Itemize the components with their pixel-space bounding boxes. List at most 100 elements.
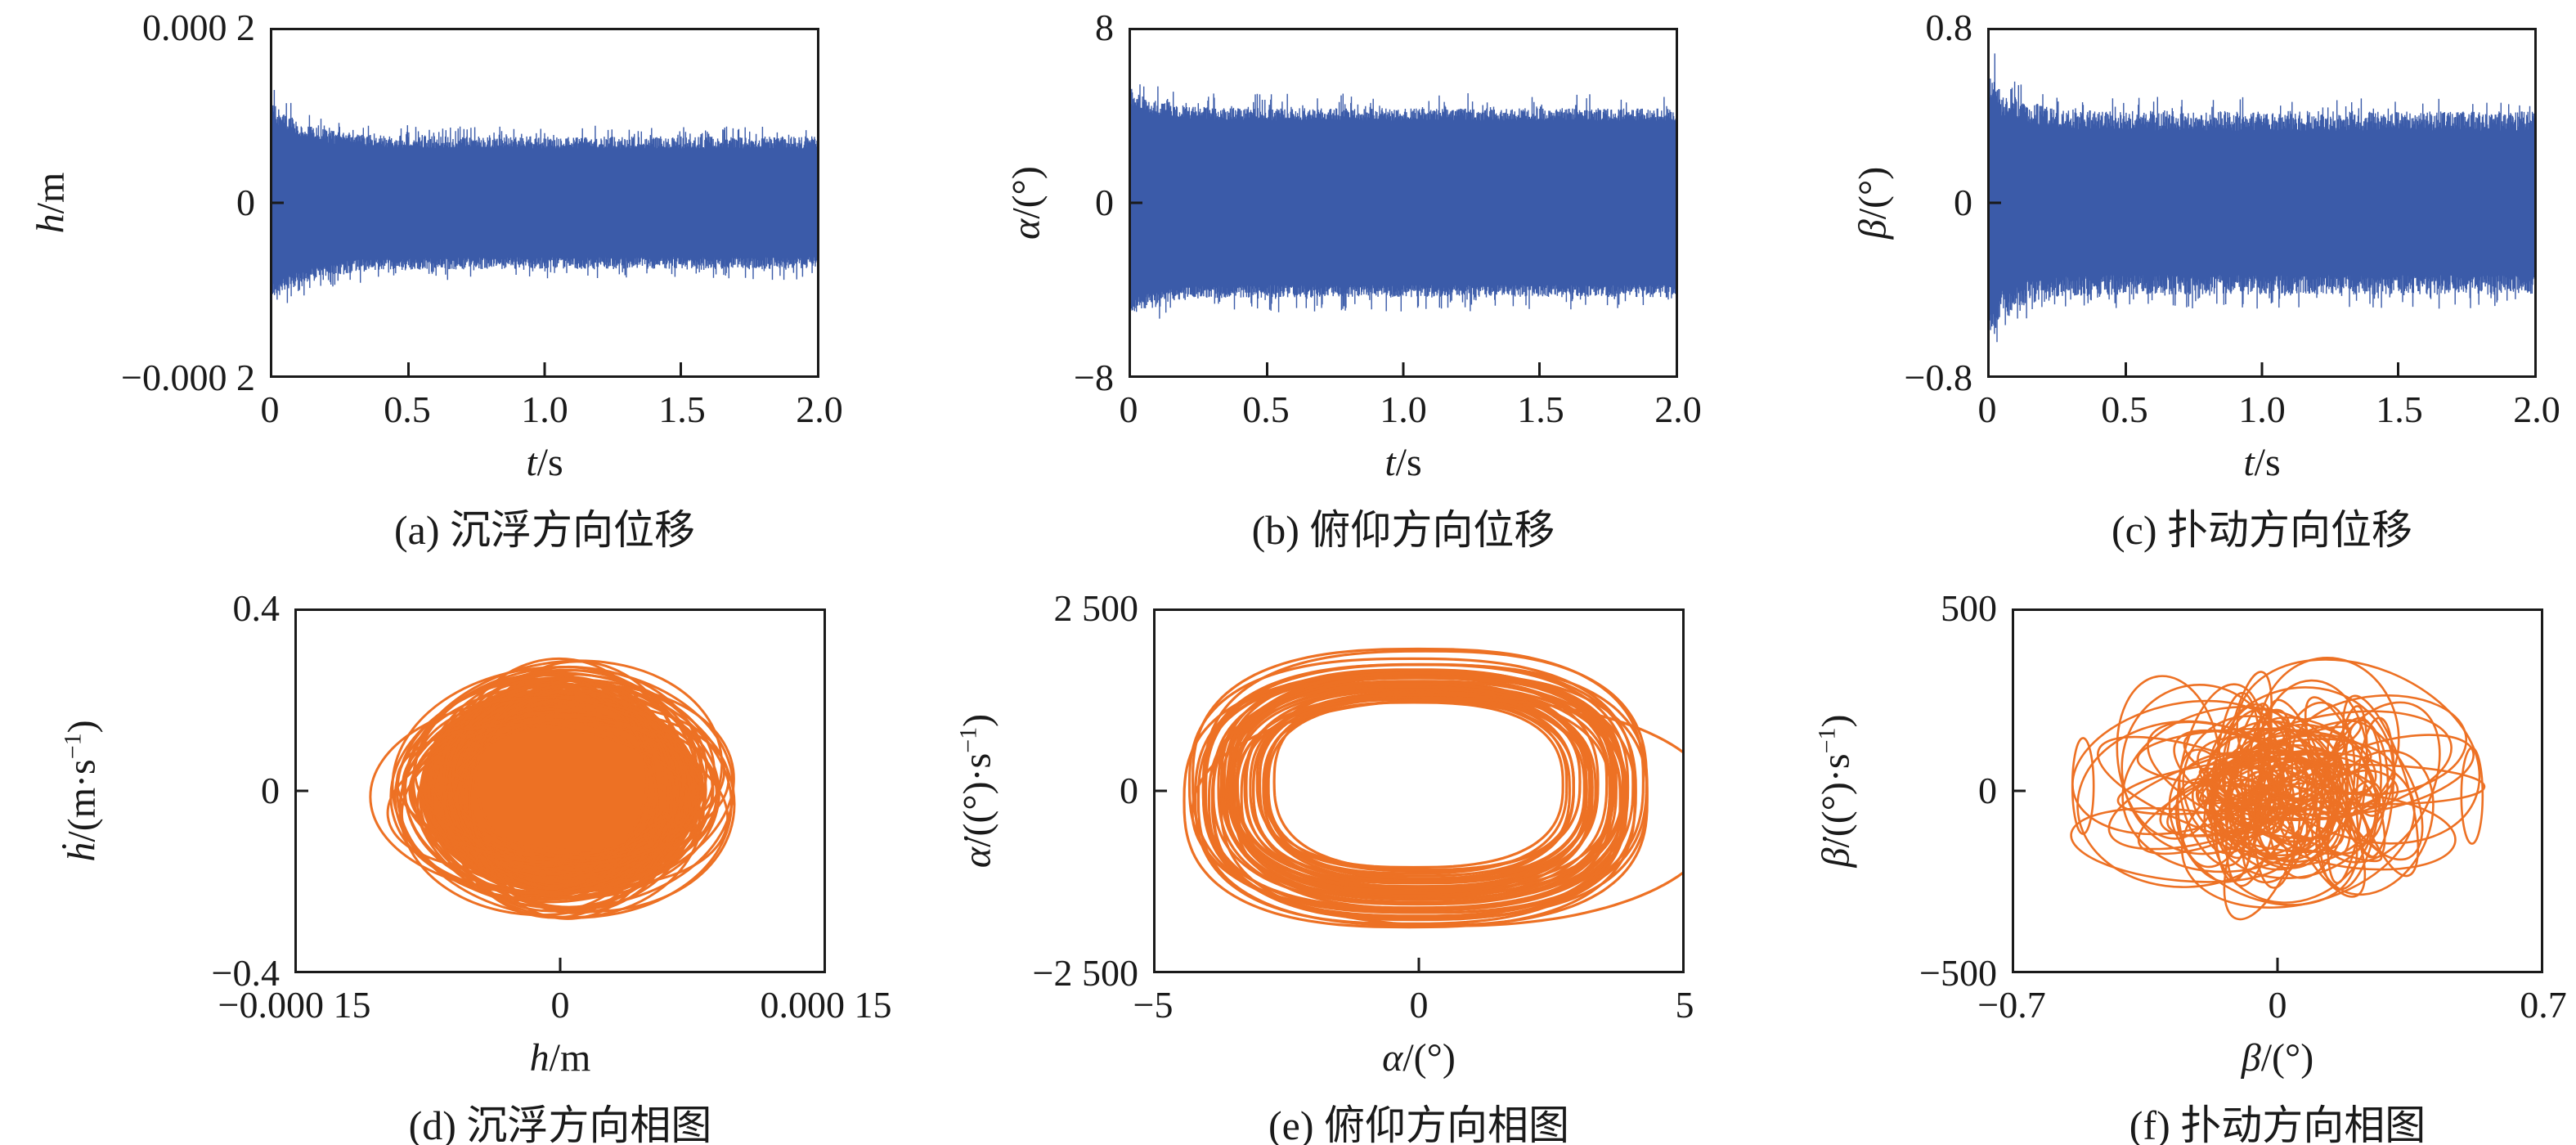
x-tick-label: 0 [1977, 388, 1997, 430]
subplot-c-x-ticks: 0 0.5 1.0 1.5 2.0 [1978, 388, 2560, 435]
x-tick-label: 1.0 [2238, 388, 2286, 430]
y-tick-label: 0 [1978, 770, 1997, 811]
flap-time-series-chart [1990, 53, 2534, 375]
x-var: α [1382, 1036, 1403, 1080]
x-tick-label: −0.000 15 [218, 984, 371, 1026]
subplot-f-x-axis-label: β/(°) [2012, 1035, 2543, 1080]
subplot-a-plot-area [270, 28, 819, 378]
subplot-a: h/m 0.000 2 0 −0.000 2 0 0.5 1.0 1.5 2.0 t/s… [0, 0, 859, 572]
y-exponent: −1 [1813, 727, 1841, 754]
x-var: t [2243, 441, 2255, 484]
x-tick-label: 5 [1675, 984, 1694, 1026]
subplot-f-x-ticks: −0.7 0 0.7 [1977, 983, 2566, 1030]
subplot-d-plot-area [294, 608, 826, 973]
subplot-b-caption: (b) 俯仰方向位移 [1251, 507, 1555, 553]
subplot-f-plot-area [2012, 608, 2543, 973]
x-tick-label: 2.0 [796, 388, 843, 430]
x-var: β [2241, 1036, 2261, 1080]
subplot-b: α/(°) 8 0 −8 0 0.5 1.0 1.5 2.0 t/s (b) 俯仰方向位… [859, 0, 1717, 572]
subplot-c-plot-area [1987, 28, 2537, 378]
x-unit: /(°) [2260, 1036, 2314, 1080]
subplot-d-caption: (d) 沉浮方向相图 [408, 1102, 712, 1145]
y-tick-label: −0.8 [1904, 357, 1972, 398]
x-unit: /s [1395, 441, 1422, 484]
heave-phase-portrait-chart [297, 657, 736, 971]
y-exponent: −1 [59, 733, 87, 760]
x-tick-label: 0 [1409, 984, 1429, 1026]
y-tick-label: 0 [236, 182, 255, 223]
subplot-c: β/(°) 0.8 0 −0.8 0 0.5 1.0 1.5 2.0 t/s (c) 扑… [1717, 0, 2576, 572]
subplot-a-x-axis-label: t/s [270, 440, 819, 485]
x-tick-label: −0.7 [1977, 984, 2046, 1026]
x-var: t [526, 441, 537, 484]
x-unit: /s [2254, 441, 2281, 484]
subplot-f: β̇/((°)·s−1) 500 0 −500 −0.7 0 0.7 β/(°) (… [1717, 572, 2576, 1145]
subplot-b-x-ticks: 0 0.5 1.0 1.5 2.0 [1120, 388, 1702, 435]
subplot-e: α̇/((°)·s−1) 2 500 0 −2 500 −5 0 5 α/(°) (… [859, 572, 1717, 1145]
y-tick-label: −500 [1919, 952, 1997, 994]
x-tick-label: 1.5 [1517, 388, 1564, 430]
y-var: ḣ [60, 842, 104, 862]
heave-time-series-chart [272, 89, 817, 375]
y-close: ) [60, 720, 104, 734]
y-tick-label: 0.000 2 [142, 7, 255, 48]
x-tick-label: 1.5 [2376, 388, 2423, 430]
x-tick-label: 0.000 15 [760, 984, 892, 1026]
subplot-d: ḣ/(m·s−1) 0.4 0 −0.4 −0.000 15 0 0.000 15 … [0, 572, 892, 1145]
subplot-e-plot-area [1153, 608, 1685, 973]
y-tick-label: 0.8 [1925, 7, 1973, 48]
subplot-e-x-axis-label: α/(°) [1153, 1035, 1685, 1080]
y-close: ) [1814, 714, 1858, 728]
y-tick-label: 0 [1954, 182, 1972, 223]
y-tick-label: 0 [261, 770, 280, 811]
x-tick-label: −5 [1133, 984, 1174, 1026]
y-exponent: −1 [954, 726, 982, 753]
x-tick-label: 0.5 [384, 388, 431, 430]
subplot-c-caption: (c) 扑动方向位移 [2112, 507, 2412, 553]
x-tick-label: 0 [2268, 984, 2287, 1026]
x-var: t [1384, 441, 1396, 484]
x-var: h [529, 1036, 550, 1080]
subplot-a-caption: (a) 沉浮方向位移 [394, 507, 695, 553]
y-tick-label: 0 [1120, 770, 1138, 811]
subplot-e-x-ticks: −5 0 5 [1133, 983, 1694, 1030]
x-tick-label: 2.0 [2513, 388, 2560, 430]
y-tick-label: 8 [1095, 7, 1114, 48]
x-tick-label: 0.5 [1242, 388, 1290, 430]
y-tick-label: 0 [1095, 182, 1114, 223]
x-tick-label: 0 [550, 984, 570, 1026]
y-tick-label: −8 [1074, 357, 1114, 398]
flap-phase-portrait-chart [2014, 656, 2486, 971]
pitch-time-series-chart [1131, 84, 1676, 375]
y-tick-label: 0.4 [232, 587, 280, 629]
subplot-b-x-axis-label: t/s [1129, 440, 1678, 485]
x-tick-label: 0.7 [2520, 984, 2567, 1026]
y-var: α̇ [955, 846, 999, 869]
x-tick-label: 0 [1119, 388, 1138, 430]
x-tick-label: 1.0 [1380, 388, 1427, 430]
subplot-f-caption: (f) 扑动方向相图 [2129, 1102, 2426, 1145]
x-tick-label: 1.5 [658, 388, 706, 430]
x-tick-label: 1.0 [521, 388, 568, 430]
subplot-e-caption: (e) 俯仰方向相图 [1268, 1102, 1569, 1145]
y-var: β̇ [1814, 847, 1858, 868]
y-tick-label: −0.000 2 [121, 357, 255, 398]
y-tick-label: −2 500 [1032, 952, 1138, 994]
subplot-a-x-ticks: 0 0.5 1.0 1.5 2.0 [261, 388, 843, 435]
subplot-d-x-ticks: −0.000 15 0 0.000 15 [218, 983, 892, 1030]
subplot-d-x-axis-label: h/m [294, 1035, 826, 1080]
x-unit: /(°) [1402, 1036, 1456, 1080]
x-tick-label: 0.5 [2101, 388, 2148, 430]
x-unit: /m [549, 1036, 591, 1080]
x-tick-label: 0 [260, 388, 280, 430]
subplot-c-x-axis-label: t/s [1987, 440, 2537, 485]
x-unit: /s [536, 441, 563, 484]
y-tick-label: −0.4 [211, 952, 280, 994]
y-close: ) [955, 713, 999, 727]
x-tick-label: 2.0 [1654, 388, 1702, 430]
subplot-b-plot-area [1129, 28, 1678, 378]
y-tick-label: 500 [1941, 587, 1997, 629]
y-tick-label: 2 500 [1053, 587, 1139, 629]
pitch-phase-portrait-chart [1156, 647, 1682, 971]
